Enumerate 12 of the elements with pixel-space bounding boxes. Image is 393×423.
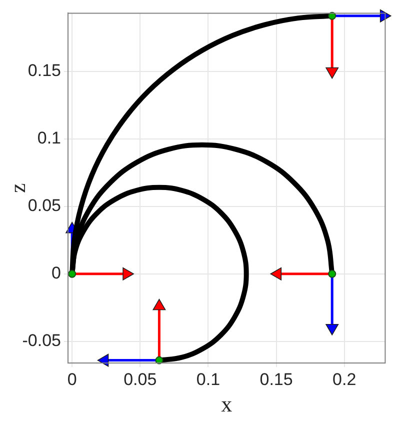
y-tick-label: -0.05 bbox=[22, 331, 61, 350]
x-axis-title: x bbox=[221, 392, 232, 417]
y-tick-label: 0.05 bbox=[28, 196, 61, 216]
y-tick-label: 0.15 bbox=[28, 60, 61, 80]
x-tick-label: 0.05 bbox=[124, 370, 157, 389]
x-tick-label: 0.15 bbox=[260, 370, 293, 389]
y-axis-title: z bbox=[4, 182, 30, 193]
x-tick-label: 0.1 bbox=[196, 370, 220, 389]
x-tick-label: 0.2 bbox=[332, 370, 356, 389]
x-tick-label: 0 bbox=[67, 370, 77, 389]
y-tick-label: 0 bbox=[52, 264, 61, 283]
y-tick-label: 0.1 bbox=[37, 128, 61, 148]
